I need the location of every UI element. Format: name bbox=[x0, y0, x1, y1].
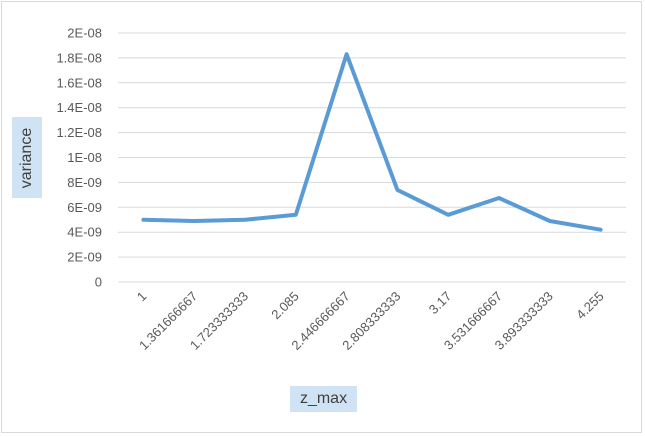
y-tick-label: 6E-09 bbox=[67, 200, 102, 215]
y-tick-label: 1E-08 bbox=[67, 150, 102, 165]
x-tick-label: 3.17 bbox=[426, 289, 455, 318]
y-tick-label: 2E-08 bbox=[67, 26, 102, 41]
x-tick-label: 1 bbox=[134, 289, 150, 305]
y-tick-label: 1.2E-08 bbox=[56, 125, 102, 140]
y-axis-title-text: variance bbox=[18, 127, 36, 188]
gridlines bbox=[118, 32, 626, 283]
y-tick-labels: 0 2E-09 4E-09 6E-09 8E-09 1E-08 1.2E-08 1.4E-08… bbox=[56, 26, 102, 290]
series-line-0 bbox=[141, 52, 603, 232]
y-tick-label: 1.6E-08 bbox=[56, 75, 102, 90]
y-tick-label: 4E-09 bbox=[67, 225, 102, 240]
y-tick-label: 1.8E-08 bbox=[56, 50, 102, 65]
y-tick-label: 1.4E-08 bbox=[56, 100, 102, 115]
y-tick-label: 0 bbox=[95, 275, 102, 290]
y-axis-title: variance bbox=[12, 117, 42, 198]
y-tick-label: 2E-09 bbox=[67, 250, 102, 265]
x-tick-label: 4.255 bbox=[573, 289, 607, 323]
x-axis-title: z_max bbox=[290, 386, 357, 412]
y-tick-label: 8E-09 bbox=[67, 175, 102, 190]
series-lines bbox=[141, 52, 603, 232]
x-axis-title-text: z_max bbox=[299, 390, 348, 407]
x-tick-label: 2.085 bbox=[268, 289, 302, 323]
